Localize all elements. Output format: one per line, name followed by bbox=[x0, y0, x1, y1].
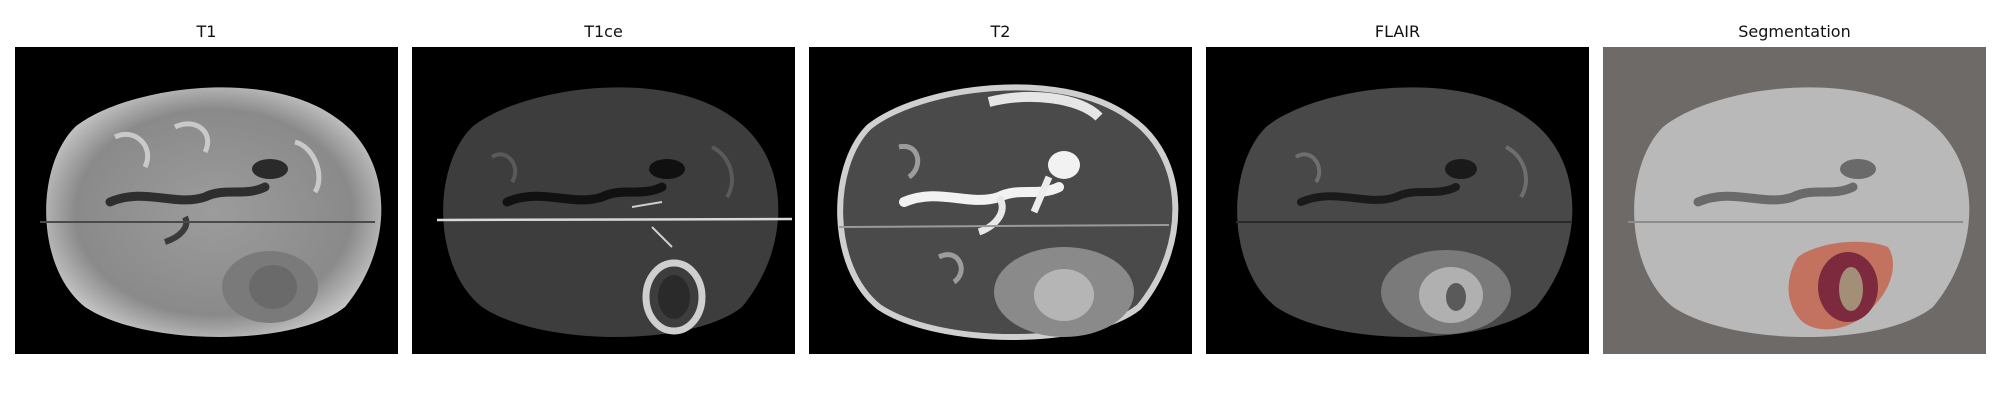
panel-title-t1ce: T1ce bbox=[584, 22, 623, 41]
mri-image-t2 bbox=[809, 47, 1192, 354]
panel-t2: T2 bbox=[809, 18, 1192, 354]
panel-flair: FLAIR bbox=[1206, 18, 1589, 354]
panel-title-t1: T1 bbox=[196, 22, 217, 41]
mri-image-segmentation bbox=[1603, 47, 1986, 354]
panel-title-segmentation: Segmentation bbox=[1738, 22, 1851, 41]
panel-title-t2: T2 bbox=[990, 22, 1011, 41]
mri-image-t1 bbox=[15, 47, 398, 354]
mri-image-flair bbox=[1206, 47, 1589, 354]
panel-segmentation: Segmentation bbox=[1603, 18, 1986, 354]
panel-t1ce: T1ce bbox=[412, 18, 795, 354]
panel-title-flair: FLAIR bbox=[1374, 22, 1421, 41]
mri-image-t1ce bbox=[412, 47, 795, 354]
panel-t1: T1 bbox=[15, 18, 398, 354]
